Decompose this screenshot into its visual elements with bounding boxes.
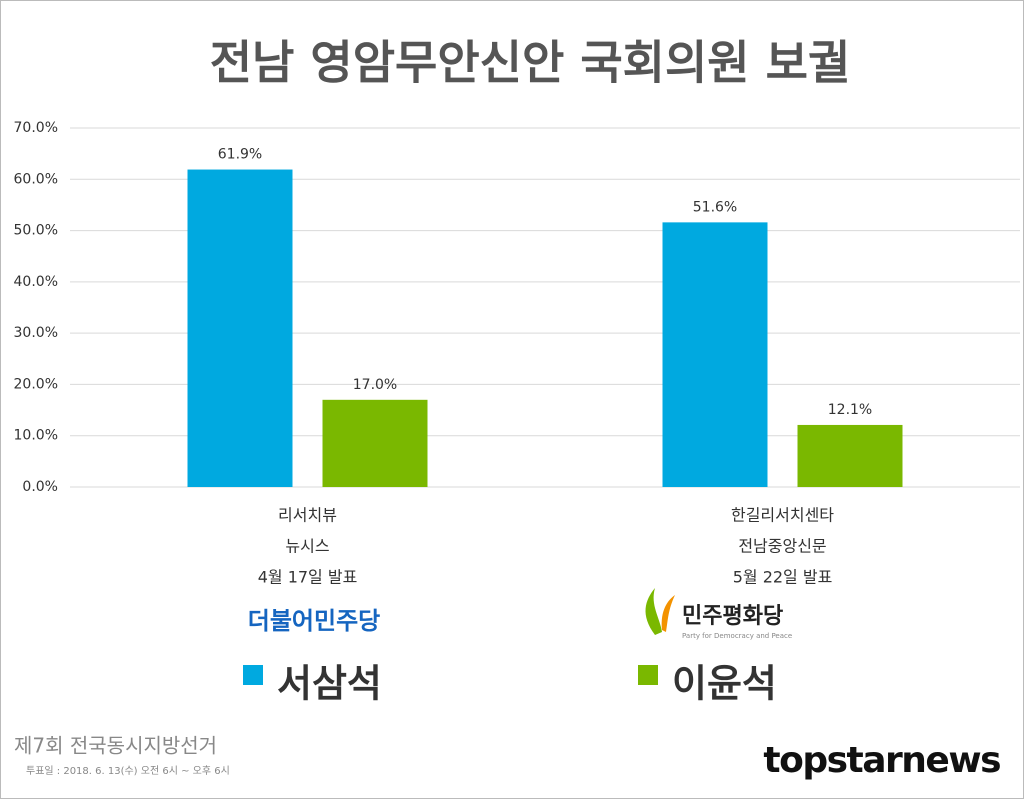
footer-event: 제7회 전국동시지방선거 [14, 734, 217, 758]
y-tick-label: 60.0% [14, 171, 58, 187]
legend-swatch [638, 665, 658, 685]
legend-label: 이윤석 [672, 662, 777, 706]
y-tick-label: 30.0% [14, 325, 58, 341]
bar [662, 222, 768, 487]
party-logo: 민주평화당 [682, 604, 783, 629]
party-logo: 더불어민주당 [248, 607, 380, 635]
logo-leaf [645, 588, 662, 635]
bar [797, 424, 903, 487]
x-tick-label: 뉴시스 [285, 537, 329, 556]
x-tick-label: 4월 17일 발표 [258, 568, 358, 587]
x-tick-label: 전남중앙신문 [738, 537, 826, 556]
value-label: 17.0% [353, 377, 397, 393]
x-tick-label: 한길리서치센타 [731, 506, 834, 525]
y-tick-label: 50.0% [14, 223, 58, 239]
y-tick-label: 10.0% [14, 428, 58, 444]
brand: topstarnews [763, 740, 1000, 781]
party-logo-sub: Party for Democracy and Peace [682, 632, 792, 640]
legend-label: 서삼석 [277, 662, 382, 706]
footer-date: 투표일 : 2018. 6. 13(수) 오전 6시 ~ 오후 6시 [26, 765, 230, 777]
x-tick-label: 리서치뷰 [278, 506, 337, 525]
y-tick-label: 70.0% [14, 120, 58, 136]
y-tick-label: 40.0% [14, 274, 58, 290]
value-label: 12.1% [828, 402, 872, 418]
x-tick-label: 5월 22일 발표 [733, 568, 833, 587]
value-label: 51.6% [693, 199, 737, 215]
logo-leaf [661, 595, 675, 632]
value-label: 61.9% [218, 147, 262, 163]
bar [322, 399, 428, 487]
y-tick-label: 20.0% [14, 376, 58, 392]
legend-swatch [243, 665, 263, 685]
chart-title: 전남 영암무안신안 국회의원 보궐 [210, 36, 851, 90]
bar [187, 169, 293, 487]
y-tick-label: 0.0% [22, 479, 58, 495]
